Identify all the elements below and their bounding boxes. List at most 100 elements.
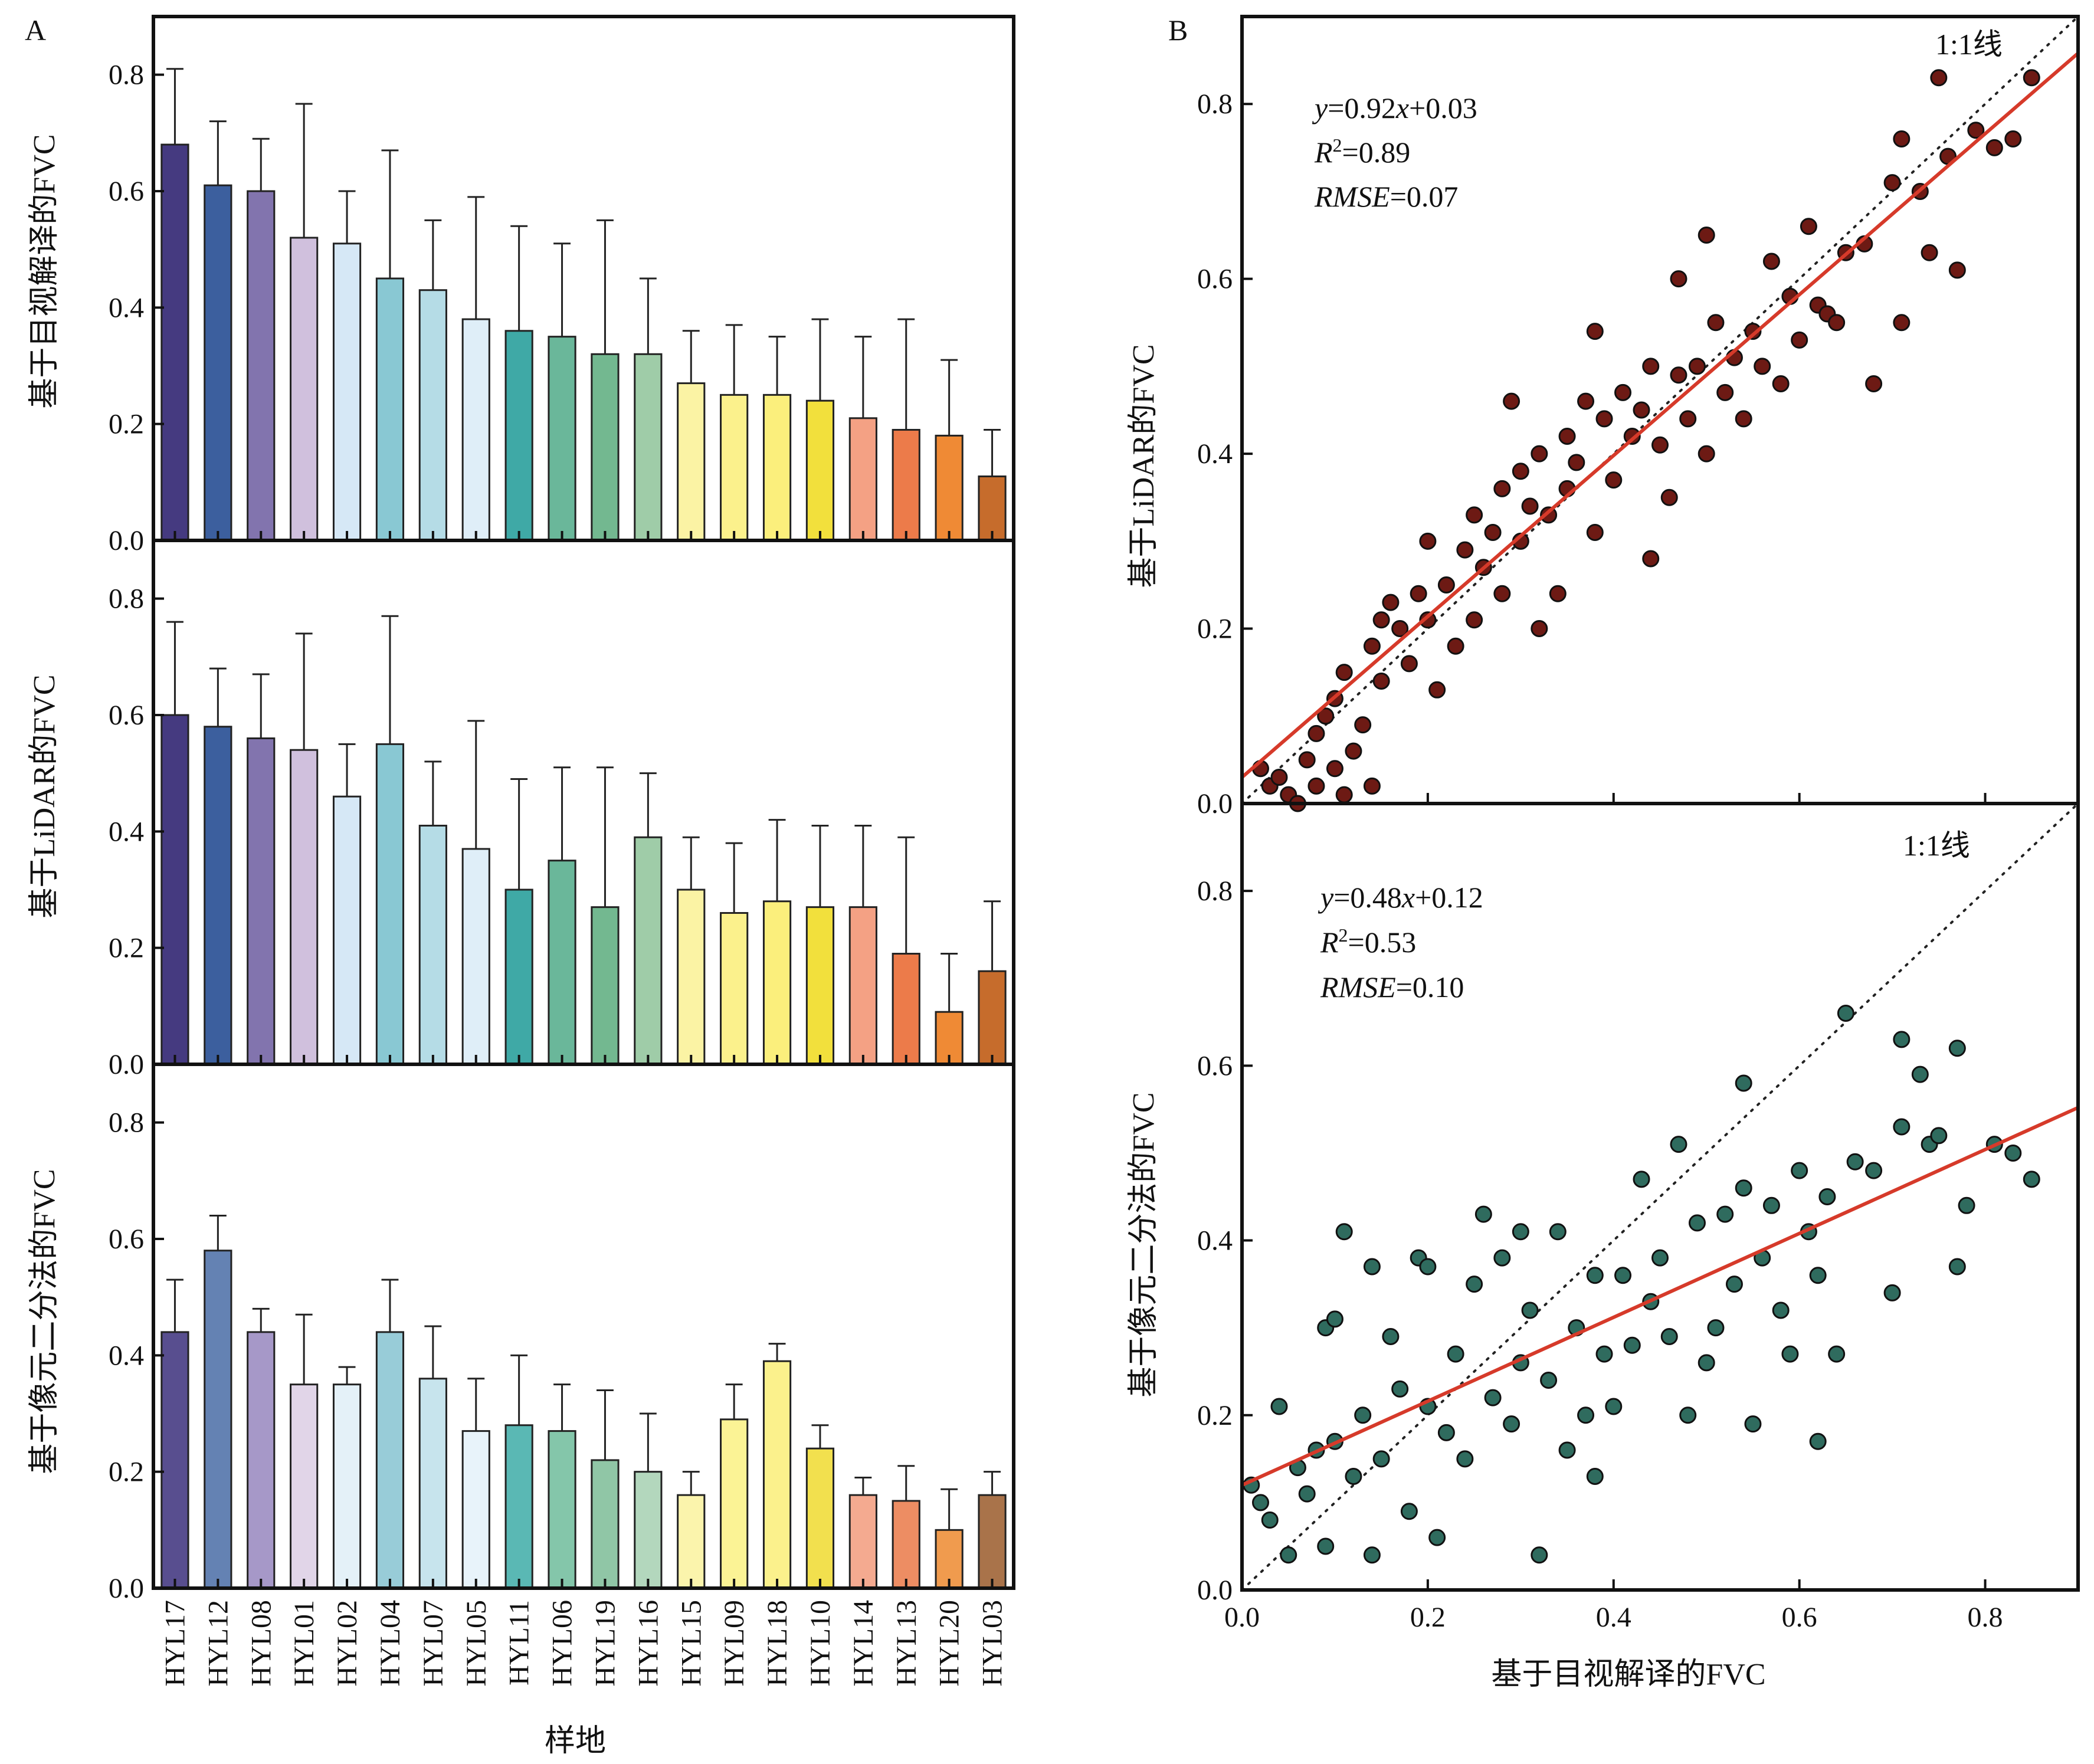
scatter-point bbox=[1503, 392, 1520, 410]
scatter-point bbox=[1354, 1406, 1372, 1424]
bar bbox=[160, 714, 189, 1065]
scatter-point bbox=[1948, 1040, 1966, 1057]
bar bbox=[204, 184, 232, 542]
scatter-point bbox=[1354, 716, 1372, 734]
bar bbox=[548, 860, 576, 1065]
scatter-point bbox=[1828, 1345, 1846, 1363]
category-label: HYL06 bbox=[547, 1600, 578, 1687]
scatter-point bbox=[1558, 1441, 1576, 1459]
bar bbox=[805, 399, 835, 542]
bar bbox=[591, 353, 620, 542]
scatter-point bbox=[1911, 1065, 1929, 1083]
bar bbox=[290, 1383, 319, 1589]
scatter-point bbox=[1577, 1406, 1595, 1424]
category-label: HYL08 bbox=[245, 1600, 277, 1687]
scatter-point bbox=[1716, 1205, 1734, 1223]
scatter-point bbox=[1707, 314, 1725, 332]
category-label: HYL16 bbox=[633, 1600, 664, 1687]
scatter-point bbox=[1363, 1546, 1381, 1564]
scatter-dichotomy-equation: y=0.48x+0.12 bbox=[1318, 881, 1483, 914]
category-label: HYL01 bbox=[289, 1600, 320, 1687]
scatter-point bbox=[1893, 130, 1911, 148]
category-label: HYL03 bbox=[977, 1600, 1008, 1687]
bar bbox=[290, 749, 319, 1065]
bar bbox=[677, 888, 706, 1065]
x-tick-label: 0.6 bbox=[1782, 1602, 1817, 1633]
bar bbox=[204, 1250, 232, 1589]
category-label: HYL05 bbox=[461, 1600, 492, 1687]
scatter-point bbox=[1642, 358, 1660, 375]
bar bbox=[935, 1529, 964, 1589]
scatter-point bbox=[1865, 375, 1883, 393]
scatter-point bbox=[1466, 1276, 1483, 1293]
category-label: HYL02 bbox=[332, 1600, 363, 1687]
bar bbox=[892, 953, 920, 1065]
scatter-point bbox=[1419, 1258, 1437, 1276]
fit-line bbox=[1241, 1106, 2079, 1487]
bar bbox=[204, 726, 232, 1065]
scatter-lidar-r2: R2=0.89 bbox=[1314, 135, 1410, 169]
bar bbox=[418, 1378, 447, 1589]
scatter-point bbox=[1762, 253, 1780, 270]
scatter-point bbox=[1595, 1345, 1613, 1363]
scatter-point bbox=[1930, 69, 1948, 87]
scatter-point bbox=[1345, 742, 1362, 760]
scatter-point bbox=[1577, 392, 1595, 410]
one-to-one-line bbox=[1241, 802, 2079, 1591]
scatter-point bbox=[1531, 445, 1548, 463]
scatter-point bbox=[1317, 707, 1335, 725]
scatter-point bbox=[1382, 1327, 1400, 1345]
scatter-point bbox=[1531, 620, 1548, 638]
scatter-point bbox=[1893, 1118, 1911, 1136]
bar bbox=[634, 836, 663, 1065]
scatter-point bbox=[1605, 1398, 1623, 1415]
scatter-lidar: 0.0 0.2 0.4 0.6 0.8 bbox=[1197, 15, 2080, 819]
scatter-point bbox=[1688, 1214, 1706, 1232]
bar-panel-dichotomy: 0.0 0.2 0.4 0.6 0.8 bbox=[109, 1063, 1015, 1604]
scatter-lidar-equation: y=0.92x+0.03 bbox=[1312, 91, 1477, 124]
bar bbox=[247, 1331, 276, 1589]
category-label: HYL07 bbox=[418, 1600, 449, 1687]
bar bbox=[805, 1447, 835, 1589]
y-tick-label: 0.0 bbox=[1197, 788, 1233, 819]
y-tick-label: 0.8 bbox=[1197, 876, 1233, 907]
panel-a-letter: A bbox=[25, 14, 46, 47]
scatter-point bbox=[1809, 1432, 1827, 1450]
scatter-point bbox=[1707, 1319, 1725, 1337]
bar bbox=[848, 906, 877, 1065]
scatter-point bbox=[1809, 1267, 1827, 1284]
bar bbox=[634, 353, 663, 542]
scatter-point bbox=[1466, 506, 1483, 524]
bar bbox=[332, 1383, 362, 1589]
bar bbox=[375, 1331, 405, 1589]
scatter-point bbox=[1419, 532, 1437, 550]
scatter-point bbox=[1762, 1196, 1780, 1214]
y-tick-label: 0.0 bbox=[1197, 1575, 1233, 1606]
bar bbox=[504, 330, 533, 542]
scatter-point bbox=[1958, 1196, 1975, 1214]
scatter-point bbox=[1280, 1546, 1297, 1564]
bar bbox=[892, 1500, 920, 1589]
scatter-point bbox=[1623, 1336, 1641, 1354]
scatter-point bbox=[1474, 1205, 1492, 1223]
scatter-point bbox=[1540, 1372, 1558, 1389]
scatter-point bbox=[1521, 1301, 1539, 1319]
category-label: HYL14 bbox=[848, 1600, 879, 1687]
scatter-point bbox=[1261, 1511, 1279, 1529]
scatter-point bbox=[1512, 463, 1529, 480]
scatter-point bbox=[2004, 130, 2022, 148]
scatter-point bbox=[1623, 427, 1641, 445]
bar bbox=[848, 1494, 877, 1589]
scatter-point bbox=[1614, 1267, 1632, 1284]
bar-panel-dichotomy-ylabel: 基于像元二分法的FVC bbox=[28, 1169, 61, 1474]
category-label: HYL12 bbox=[202, 1600, 234, 1687]
category-label: HYL20 bbox=[934, 1600, 965, 1687]
bar-panel-visual-ylabel: 基于目视解译的FVC bbox=[28, 134, 61, 408]
scatter-point bbox=[1985, 139, 2003, 156]
bar bbox=[461, 318, 490, 542]
scatter-point bbox=[1670, 270, 1687, 288]
scatter-point bbox=[1558, 427, 1576, 445]
scatter-point bbox=[1679, 410, 1697, 428]
y-tick-label: 0.6 bbox=[1197, 264, 1233, 295]
